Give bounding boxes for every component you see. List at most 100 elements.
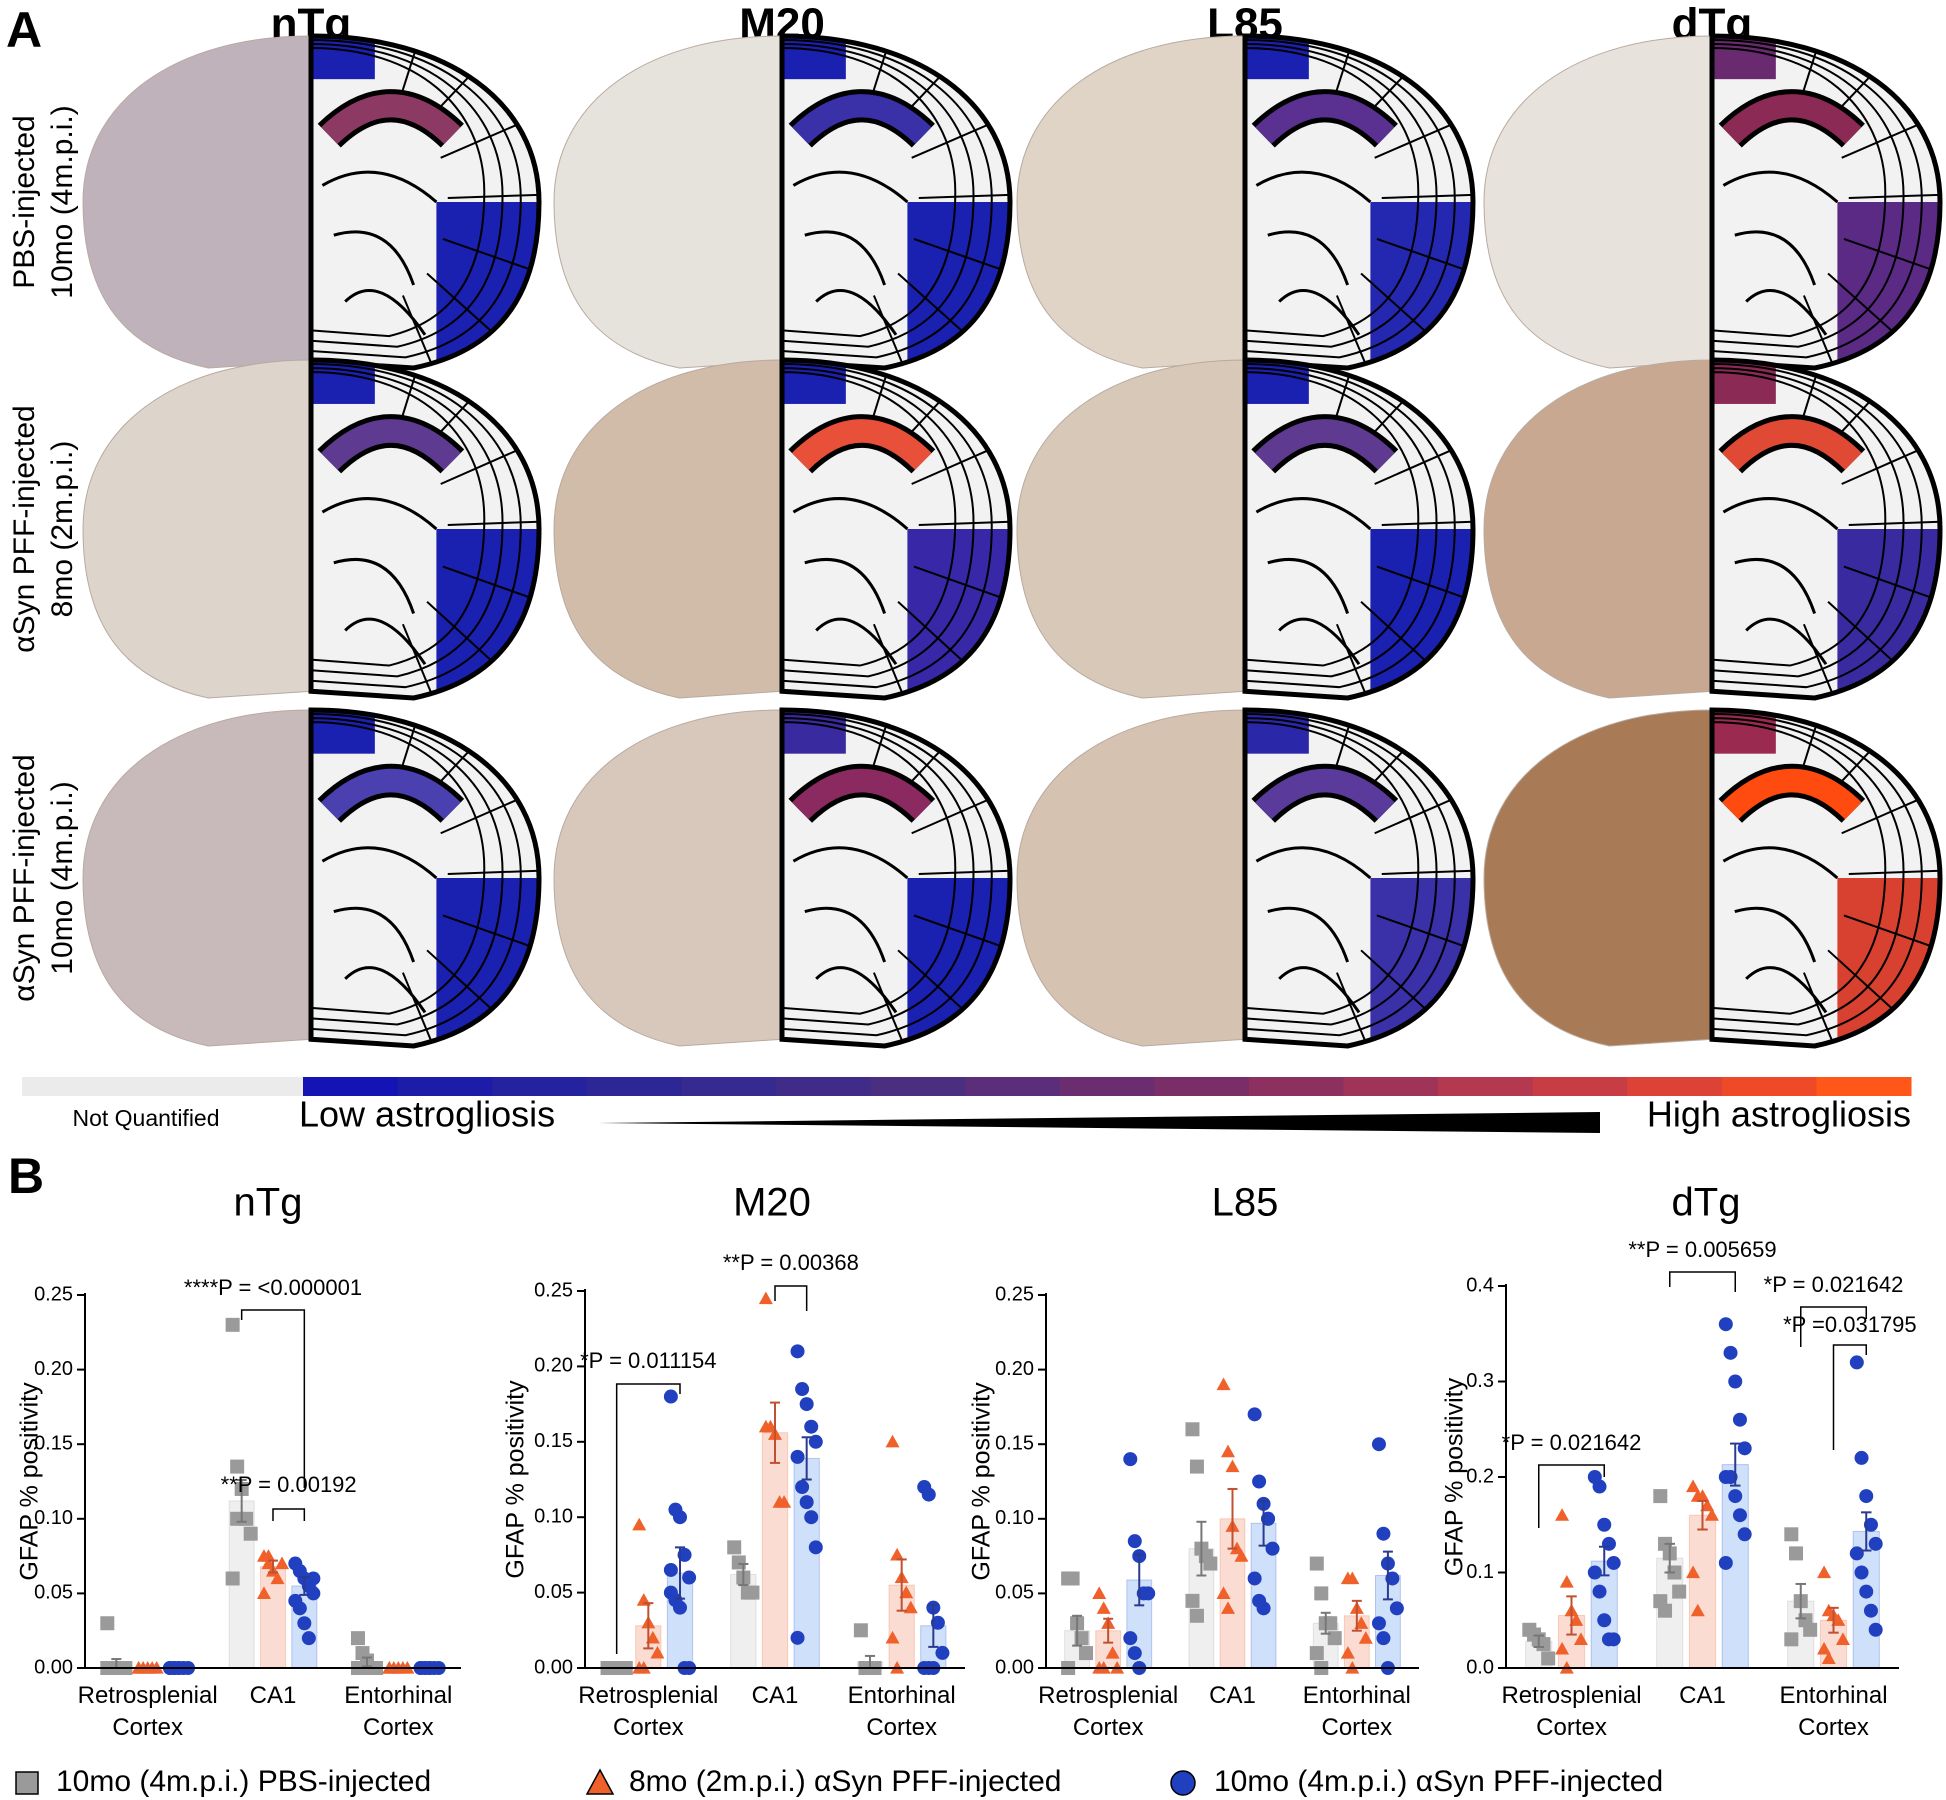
data-point — [1723, 1345, 1738, 1360]
cortex-division — [447, 868, 539, 875]
row-label: 8mo (2m.p.i.) — [46, 441, 79, 618]
hippocampus-region — [1255, 94, 1395, 145]
retrosplenial-region — [1245, 360, 1309, 404]
colorbar-label: Not Quantified — [72, 1105, 219, 1131]
legend-label: 10mo (4m.p.i.) PBS-injected — [56, 1765, 431, 1798]
hippocampus-region — [321, 768, 461, 820]
data-point — [1728, 1374, 1743, 1389]
data-point — [1189, 1608, 1204, 1623]
x-tick-label: CA1 — [1679, 1682, 1726, 1709]
significance-bracket — [272, 1508, 306, 1521]
data-point — [1265, 1541, 1280, 1556]
colorbar-step — [681, 1077, 777, 1096]
data-point — [1723, 1470, 1738, 1484]
hippocampus-region — [321, 94, 461, 145]
data-point — [1606, 1555, 1621, 1570]
data-point — [1854, 1450, 1869, 1465]
cortex-layer — [782, 721, 957, 1015]
x-tick-label: Retrosplenial Cortex — [578, 1682, 719, 1741]
row-label: 10mo (4m.p.i.) — [46, 781, 79, 974]
x-tick-label: Entorhinal Cortex — [1779, 1682, 1888, 1741]
data-point — [1592, 1479, 1607, 1494]
data-point — [1686, 1565, 1701, 1579]
cortex-division — [918, 193, 1010, 200]
data-point — [1732, 1508, 1747, 1523]
data-point — [777, 1495, 792, 1508]
retrosplenial-region — [782, 36, 846, 80]
data-point — [663, 1389, 678, 1404]
colorbar-step — [1059, 1077, 1155, 1096]
x-tick-label: CA1 — [751, 1682, 799, 1709]
data-point — [1234, 1549, 1249, 1562]
hippocampus-region — [1255, 768, 1395, 820]
data-point — [100, 1616, 115, 1631]
y-tick-label: 0.25 — [34, 1283, 73, 1305]
data-point — [1221, 1444, 1236, 1458]
legend-marker — [15, 1771, 39, 1795]
significance-label: **P = 0.00192 — [221, 1472, 357, 1497]
retrosplenial-region — [311, 360, 375, 404]
cortex-division — [1802, 972, 1845, 1046]
data-point — [1569, 1613, 1584, 1626]
data-point — [1817, 1641, 1832, 1655]
atlas-outline — [1242, 33, 1476, 371]
data-point — [1737, 1441, 1752, 1456]
cortex-division — [872, 972, 915, 1046]
tissue-section — [1016, 359, 1246, 699]
colorbar-step — [492, 1077, 588, 1096]
data-point — [921, 1487, 936, 1502]
y-tick-label: 0.25 — [534, 1279, 573, 1301]
colorbar-step — [586, 1077, 682, 1096]
cortex-division — [1381, 868, 1473, 875]
colorbar-step — [303, 1077, 399, 1096]
data-point — [1653, 1489, 1668, 1504]
inner-structure — [1722, 846, 1839, 1014]
y-axis-label: GFAP % positivity — [1441, 1377, 1469, 1576]
data-point — [804, 1510, 819, 1525]
data-point — [645, 1630, 660, 1644]
data-point — [1252, 1474, 1267, 1489]
data-point — [1376, 1526, 1391, 1541]
data-point — [663, 1562, 678, 1577]
significance-label: ****P = <0.000001 — [184, 1275, 362, 1300]
colorbar-step — [965, 1077, 1061, 1096]
data-point — [1541, 1651, 1556, 1666]
data-point — [1704, 1508, 1719, 1521]
x-tick-label: Entorhinal Cortex — [1302, 1682, 1411, 1741]
data-point — [1247, 1407, 1262, 1422]
y-tick-label: 0.00 — [34, 1656, 73, 1678]
atlas-outline — [1709, 357, 1943, 701]
colorbar-step — [1154, 1077, 1250, 1096]
data-point — [1127, 1646, 1142, 1661]
colorbar-step — [1438, 1077, 1534, 1096]
data-point — [1358, 1631, 1373, 1644]
row-label: 10mo (4m.p.i.) — [46, 105, 79, 298]
retrosplenial-region — [1712, 360, 1776, 404]
x-tick-label: CA1 — [249, 1682, 297, 1709]
data-point — [1185, 1593, 1200, 1608]
data-point — [682, 1570, 697, 1585]
data-point — [799, 1397, 814, 1412]
hippocampus-region — [792, 94, 932, 145]
data-point — [1203, 1556, 1218, 1571]
cortex-division — [447, 193, 539, 200]
colorbar-step — [870, 1077, 966, 1096]
data-point — [808, 1434, 823, 1449]
data-point — [1216, 1586, 1231, 1599]
data-point — [306, 1571, 321, 1586]
data-point — [1555, 1508, 1570, 1521]
tissue-section — [1016, 709, 1246, 1047]
inner-structure — [321, 497, 438, 666]
atlas-regions — [1712, 36, 1940, 368]
data-point — [225, 1571, 240, 1586]
cortex-division — [1335, 295, 1378, 368]
cortex-division — [1335, 972, 1378, 1046]
atlas-outline — [1242, 707, 1476, 1049]
data-point — [853, 1623, 868, 1638]
cortex-layer — [1712, 371, 1887, 667]
significance-label: *P = 0.011154 — [580, 1348, 716, 1373]
data-point — [306, 1586, 321, 1601]
y-tick-label: 0.10 — [995, 1507, 1034, 1529]
data-point — [1658, 1603, 1673, 1618]
tissue-section — [553, 709, 783, 1047]
